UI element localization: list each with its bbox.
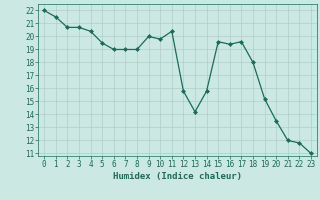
X-axis label: Humidex (Indice chaleur): Humidex (Indice chaleur) <box>113 172 242 181</box>
